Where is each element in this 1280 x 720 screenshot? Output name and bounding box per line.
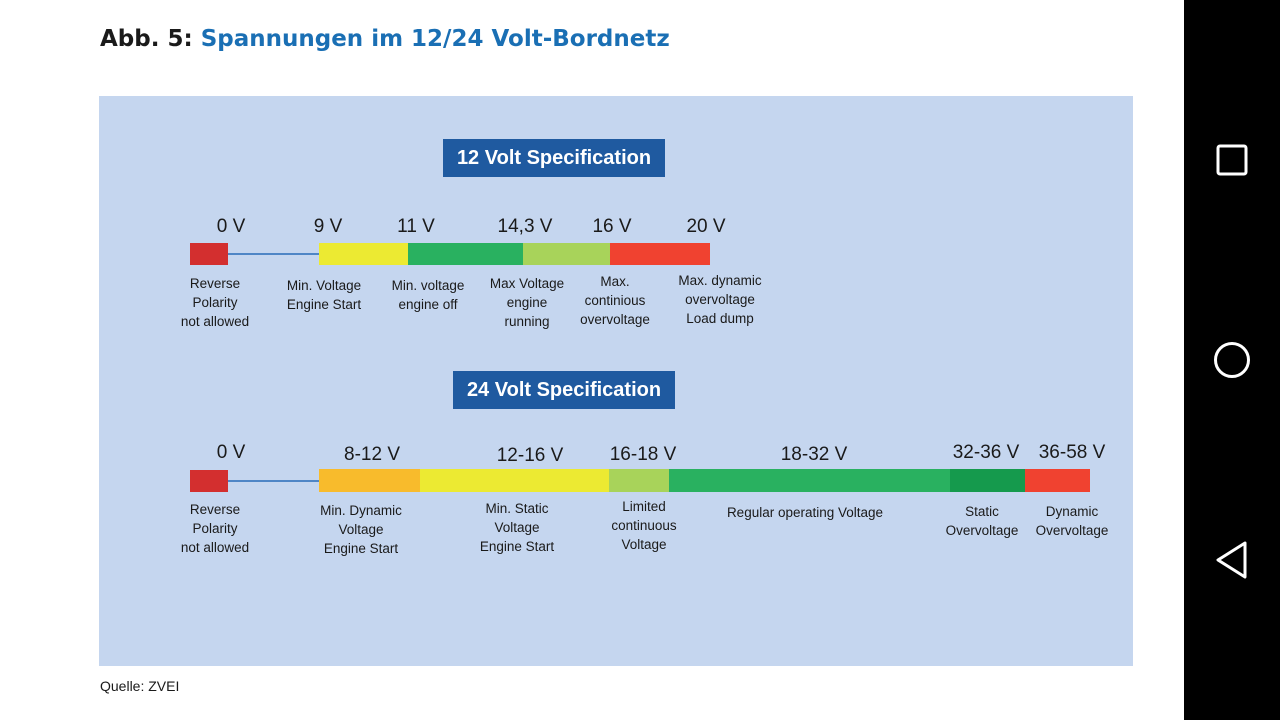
spec24-voltage-label: 16-18 V [609, 444, 677, 465]
spec24-description: Min. Dynamic Voltage Engine Start [320, 503, 402, 556]
spec24-segment-dynamic-overvoltage [1025, 469, 1090, 492]
spec12-description: Min. voltage engine off [391, 278, 465, 312]
spec24-voltage-label: 0 V [216, 442, 246, 463]
spec24-segment-static-overvoltage [950, 469, 1025, 492]
spec12-segment-max-voltage-engine-running [523, 243, 610, 265]
spec24-segment-limited-continuous [609, 469, 669, 492]
spec24-description: Dynamic Overvoltage [1035, 504, 1109, 538]
spec24-title: 24 Volt Specification [453, 371, 675, 409]
navigation-bar [1184, 0, 1280, 720]
spec24-description: Limited continuous Voltage [611, 499, 677, 552]
spec24-connector-line [228, 480, 319, 482]
back-icon [1216, 541, 1247, 579]
spec12-title: 12 Volt Specification [443, 139, 665, 177]
spec24-description: Static Overvoltage [945, 504, 1019, 538]
spec24-description: Regular operating Voltage [726, 505, 884, 520]
spec12-voltage-label: 0 V [216, 216, 246, 237]
spec24-segment-min-dynamic-voltage [319, 469, 420, 492]
spec12-voltage-label: 9 V [313, 216, 343, 237]
spec12-voltage-label: 11 V [397, 216, 435, 237]
spec12-description: Min. Voltage Engine Start [286, 278, 362, 312]
spec12-segment-reverse [190, 243, 228, 265]
spec24-description: Reverse Polarity not allowed [180, 502, 250, 555]
spec24-voltage-label: 36-58 V [1038, 442, 1106, 463]
spec24-segment-reverse [190, 470, 228, 492]
spec12-description: Max. dynamic overvoltage Load dump [678, 273, 762, 326]
home-button[interactable] [1184, 330, 1280, 390]
spec12-voltage-label: 14,3 V [497, 216, 553, 237]
spec24-voltage-label: 8-12 V [344, 444, 400, 465]
spec24-voltage-label: 12-16 V [496, 445, 564, 466]
figure-source: Quelle: ZVEI [100, 678, 180, 694]
spec12-segment-max-continuous-overvoltage [610, 243, 710, 265]
spec12-description: Max. continious overvoltage [580, 274, 650, 327]
figure-title: Spannungen im 12/24 Volt-Bordnetz [200, 26, 670, 52]
spec12-connector-line [228, 253, 319, 255]
spec24-voltage-label: 18-32 V [780, 444, 848, 465]
spec12-voltage-label: 20 V [686, 216, 726, 237]
home-icon [1214, 342, 1250, 378]
spec12-voltage-label: 16 V [592, 216, 632, 237]
spec24-voltage-label: 32-36 V [952, 442, 1020, 463]
spec24-description: Min. Static Voltage Engine Start [479, 501, 555, 554]
figure-heading: Abb. 5: Spannungen im 12/24 Volt-Bordnet… [100, 26, 670, 52]
spec24-segment-min-static-voltage [420, 469, 609, 492]
recent-apps-button[interactable] [1184, 130, 1280, 190]
spec12-description: Max Voltage engine running [489, 276, 565, 329]
recent-apps-icon [1216, 144, 1248, 176]
spec12-segment-min-voltage-engine-start [319, 243, 408, 265]
back-button[interactable] [1184, 530, 1280, 590]
spec12-segment-min-voltage-engine-off [408, 243, 523, 265]
spec24-segment-regular-operating [669, 469, 950, 492]
spec12-description: Reverse Polarity not allowed [180, 276, 250, 329]
figure-number: Abb. 5: [100, 26, 193, 52]
